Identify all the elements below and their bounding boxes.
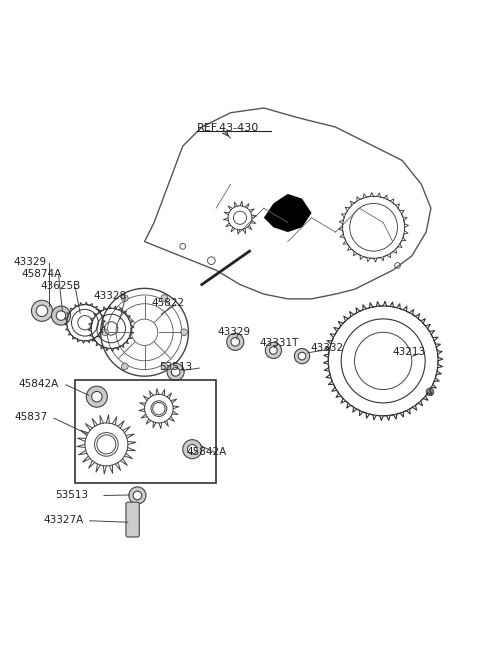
Circle shape [92, 392, 102, 402]
Text: 45837: 45837 [15, 412, 48, 422]
Circle shape [294, 348, 310, 364]
Text: 43329: 43329 [217, 328, 250, 337]
Text: 45822: 45822 [152, 298, 185, 308]
Circle shape [129, 487, 146, 504]
Text: 53513: 53513 [159, 362, 192, 371]
Circle shape [121, 295, 128, 301]
Circle shape [121, 363, 128, 370]
Text: 43213: 43213 [393, 347, 426, 358]
Text: 43329: 43329 [13, 257, 47, 267]
Text: 43332: 43332 [311, 343, 344, 352]
FancyBboxPatch shape [126, 502, 139, 537]
Circle shape [227, 333, 244, 350]
Circle shape [183, 440, 202, 458]
Circle shape [426, 388, 434, 396]
Circle shape [270, 346, 277, 354]
Circle shape [231, 337, 240, 346]
Text: REF.43-430: REF.43-430 [197, 123, 259, 133]
Text: 43625B: 43625B [40, 282, 81, 291]
Circle shape [265, 343, 281, 358]
Circle shape [56, 310, 66, 320]
Circle shape [51, 306, 71, 325]
Text: 53513: 53513 [55, 489, 88, 500]
Circle shape [161, 363, 168, 370]
Circle shape [102, 329, 108, 335]
Circle shape [161, 295, 168, 301]
Text: 45874A: 45874A [22, 269, 62, 279]
Text: 43327A: 43327A [43, 515, 84, 525]
Circle shape [298, 352, 306, 360]
Text: 43331T: 43331T [259, 338, 299, 348]
Circle shape [36, 305, 48, 316]
Circle shape [188, 445, 197, 454]
Circle shape [167, 364, 184, 381]
Circle shape [181, 329, 187, 335]
Text: 45842A: 45842A [187, 447, 227, 457]
Text: 45842A: 45842A [18, 379, 59, 389]
Circle shape [133, 491, 142, 500]
Circle shape [171, 367, 180, 376]
Circle shape [86, 386, 108, 407]
Polygon shape [264, 194, 312, 232]
Text: 43328: 43328 [94, 291, 127, 301]
Circle shape [32, 300, 52, 322]
